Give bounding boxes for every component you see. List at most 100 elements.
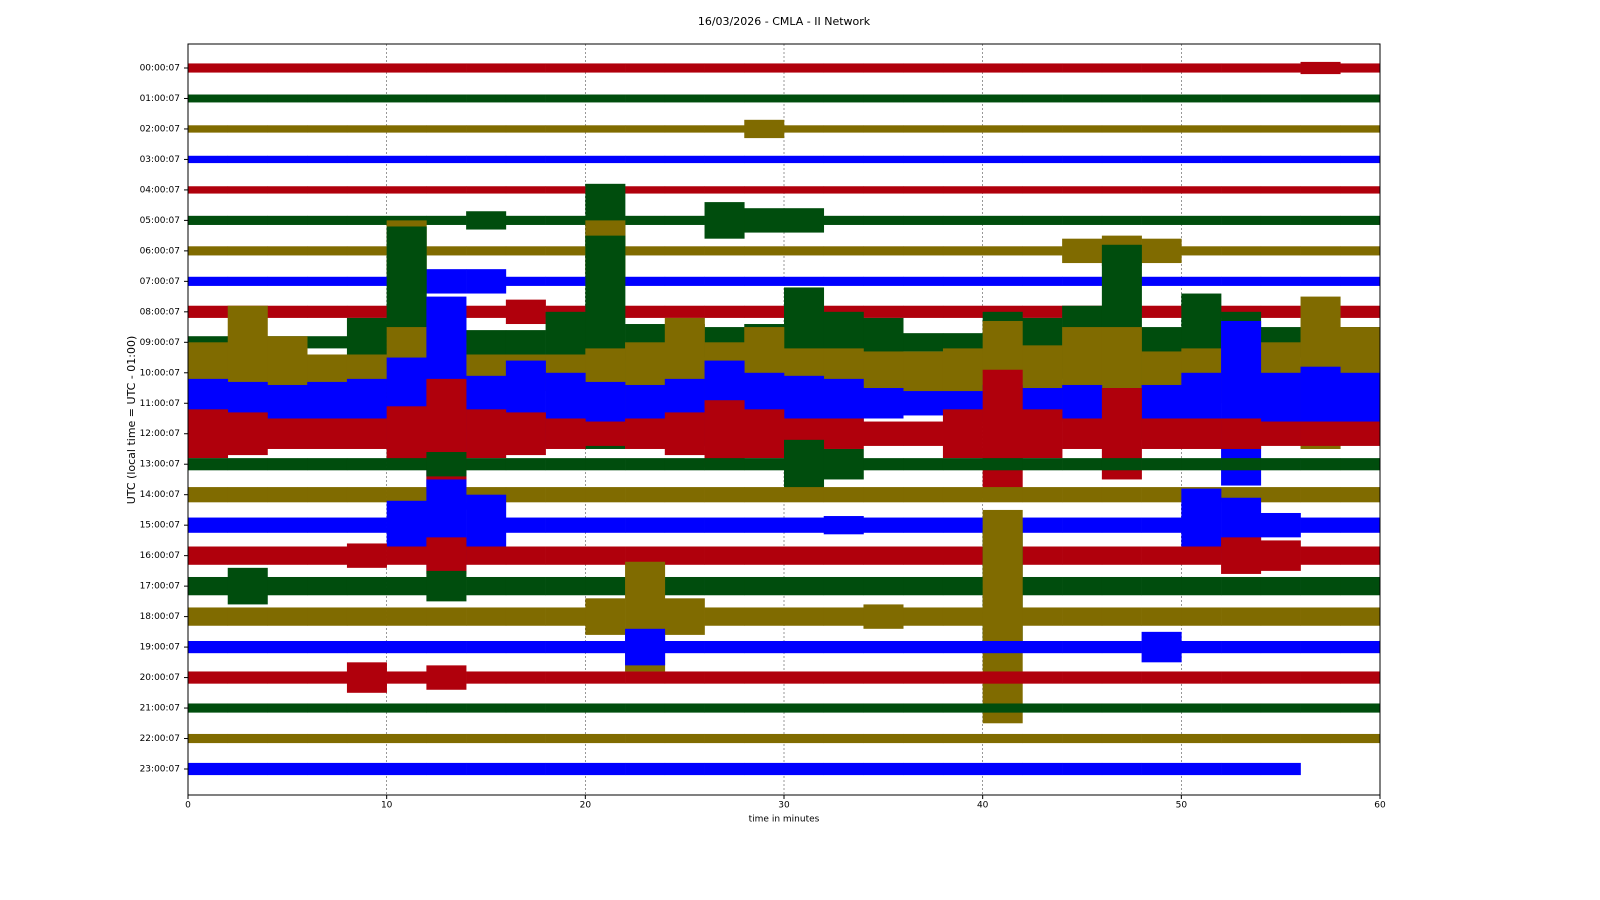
trace-segment bbox=[982, 703, 1023, 713]
trace-segment bbox=[188, 607, 229, 626]
trace-segment bbox=[863, 604, 904, 629]
trace-segment bbox=[744, 63, 785, 73]
trace-segment bbox=[823, 640, 864, 654]
trace-segment bbox=[625, 155, 666, 164]
x-tick-label: 50 bbox=[1176, 801, 1188, 811]
trace-segment bbox=[227, 671, 268, 684]
trace-segment bbox=[346, 305, 387, 318]
trace-segment bbox=[188, 125, 229, 133]
trace-segment bbox=[863, 458, 904, 471]
trace-segment bbox=[784, 517, 825, 533]
trace-segment bbox=[346, 762, 387, 776]
trace-segment bbox=[1181, 640, 1222, 654]
trace-segment bbox=[664, 305, 705, 318]
trace-segment bbox=[1221, 246, 1262, 256]
trace-segment bbox=[466, 703, 507, 713]
trace-segment bbox=[625, 246, 666, 256]
trace-segment bbox=[505, 517, 546, 533]
trace-segment bbox=[585, 598, 626, 635]
trace-segment bbox=[585, 487, 626, 503]
trace-segment bbox=[1141, 94, 1182, 103]
trace-segment bbox=[1022, 458, 1063, 471]
trace-segment bbox=[1260, 762, 1301, 776]
trace-segment bbox=[1181, 215, 1222, 225]
trace-segment bbox=[545, 607, 586, 626]
trace-segment bbox=[1101, 576, 1142, 596]
trace-segment bbox=[1181, 546, 1222, 565]
trace-segment bbox=[1022, 607, 1063, 626]
trace-segment bbox=[625, 517, 666, 533]
plot-frame bbox=[187, 43, 1381, 796]
trace-segment bbox=[903, 63, 944, 73]
trace-segment bbox=[903, 391, 944, 416]
y-axis-label: UTC (local time = UTC - 01:00) bbox=[125, 336, 138, 505]
trace-segment bbox=[505, 125, 546, 133]
trace-segment bbox=[307, 276, 348, 286]
trace-segment bbox=[585, 125, 626, 133]
trace-segment bbox=[505, 762, 546, 776]
trace-segment bbox=[188, 703, 229, 713]
trace-segment bbox=[227, 517, 268, 533]
y-tick-label: 12:00:07 bbox=[140, 429, 180, 439]
trace-segment bbox=[346, 186, 387, 194]
trace-segment bbox=[1181, 186, 1222, 194]
trace-segment bbox=[664, 186, 705, 194]
trace-segment bbox=[505, 640, 546, 654]
trace-segment bbox=[784, 63, 825, 73]
trace-segment bbox=[267, 384, 308, 422]
trace-segment bbox=[1141, 238, 1182, 264]
trace-segment bbox=[863, 733, 904, 744]
trace-segment bbox=[704, 63, 745, 73]
trace-segment bbox=[784, 208, 825, 233]
trace-segment bbox=[307, 381, 348, 425]
trace-segment bbox=[545, 733, 586, 744]
trace-segment bbox=[1062, 576, 1103, 596]
trace-segment bbox=[1221, 733, 1262, 744]
trace-segment bbox=[307, 418, 348, 449]
trace-segment bbox=[863, 351, 904, 395]
trace-segment bbox=[823, 703, 864, 713]
trace-segment bbox=[466, 546, 507, 565]
trace-segment bbox=[1181, 418, 1222, 449]
trace-segment bbox=[704, 733, 745, 744]
trace-segment bbox=[664, 246, 705, 256]
trace-segment bbox=[386, 125, 427, 133]
trace-segment bbox=[664, 63, 705, 73]
trace-segment bbox=[307, 155, 348, 164]
trace-segment bbox=[1260, 458, 1301, 471]
trace-segment bbox=[585, 458, 626, 471]
trace-segment bbox=[426, 215, 467, 225]
trace-segment bbox=[625, 305, 666, 318]
trace-segment bbox=[903, 517, 944, 533]
trace-segment bbox=[1181, 155, 1222, 164]
trace-segment bbox=[545, 762, 586, 776]
trace-segment bbox=[307, 703, 348, 713]
trace-segment bbox=[744, 186, 785, 194]
trace-segment bbox=[664, 598, 705, 635]
trace-segment bbox=[426, 537, 467, 574]
trace-segment bbox=[346, 733, 387, 744]
trace-segment bbox=[625, 94, 666, 103]
trace-segment bbox=[505, 703, 546, 713]
trace-segment bbox=[744, 671, 785, 684]
trace-segment bbox=[466, 186, 507, 194]
trace-segment bbox=[1141, 125, 1182, 133]
trace-segment bbox=[386, 186, 427, 194]
trace-segment bbox=[1340, 246, 1380, 256]
traces bbox=[188, 61, 1380, 776]
trace-segment bbox=[188, 671, 229, 684]
trace-segment bbox=[1022, 546, 1063, 565]
trace-segment bbox=[426, 640, 467, 654]
trace-segment bbox=[426, 733, 467, 744]
trace-segment bbox=[1300, 546, 1341, 565]
trace-segment bbox=[188, 186, 229, 194]
trace-segment bbox=[386, 215, 427, 225]
trace-segment bbox=[227, 762, 268, 776]
trace-segment bbox=[982, 125, 1023, 133]
trace-segment bbox=[704, 94, 745, 103]
trace-segment bbox=[227, 640, 268, 654]
trace-segment bbox=[664, 458, 705, 471]
trace-segment bbox=[466, 246, 507, 256]
trace-segment bbox=[784, 276, 825, 286]
trace-segment bbox=[346, 458, 387, 471]
